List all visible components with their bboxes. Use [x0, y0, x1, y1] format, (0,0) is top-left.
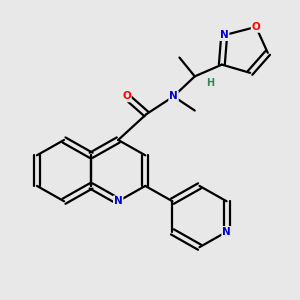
Text: O: O: [252, 22, 260, 32]
Text: N: N: [220, 30, 229, 40]
Text: N: N: [114, 196, 123, 206]
Text: H: H: [206, 79, 214, 88]
Text: N: N: [222, 227, 231, 237]
Text: O: O: [122, 92, 131, 101]
Text: N: N: [169, 92, 178, 101]
